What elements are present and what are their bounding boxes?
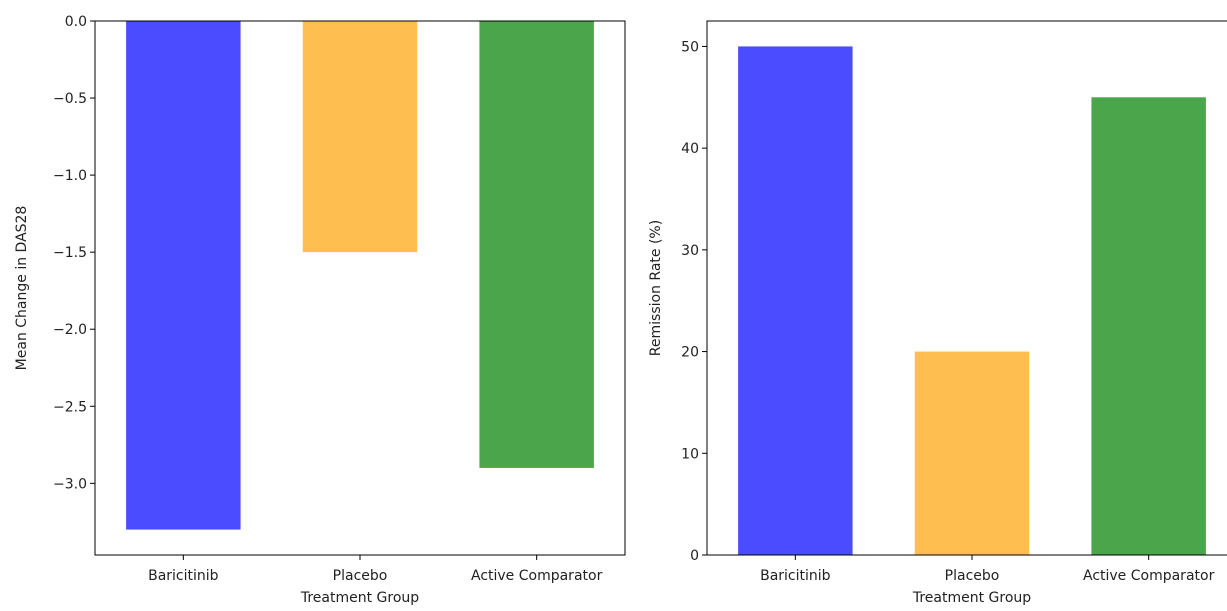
y-tick-label: −2.0	[53, 322, 87, 338]
x-tick-label: Placebo	[333, 568, 388, 584]
remission-rate-chart: 0 10 20 30 40 50 Baricitinib Placebo Active Comp…	[648, 20, 1227, 606]
x-axis-title: Treatment Group	[300, 590, 419, 606]
bar-active-comparator	[479, 21, 594, 468]
x-tick-label: Active Comparator	[1083, 568, 1215, 584]
y-tick-label: 10	[681, 446, 699, 462]
x-tick-label: Active Comparator	[471, 568, 603, 584]
bar-baricitinib	[738, 46, 853, 556]
y-tick-label: −0.5	[53, 91, 87, 107]
bar-placebo	[302, 21, 418, 253]
y-tick-label: 50	[681, 39, 699, 55]
x-tick-label: Baricitinib	[760, 568, 831, 584]
x-tick-label: Baricitinib	[148, 568, 219, 584]
y-axis-title: Mean Change in DAS28	[14, 206, 30, 371]
y-tick-label: 40	[681, 141, 699, 157]
bar-placebo	[914, 351, 1030, 555]
y-axis-title: Remission Rate (%)	[648, 220, 664, 356]
y-tick-label: 0.0	[65, 14, 87, 30]
y-tick-label: −1.5	[53, 245, 87, 261]
y-tick-label: −3.0	[53, 476, 87, 492]
y-tick-label: 0	[690, 548, 699, 564]
bar-active-comparator	[1091, 97, 1206, 556]
y-tick-label: 30	[681, 243, 699, 259]
y-tick-label: 20	[681, 345, 699, 361]
das28-change-chart: 0.0 −0.5 −1.0 −1.5 −2.0 −2.5 −3.0 Baricitinib Pl…	[14, 14, 626, 606]
x-tick-label: Placebo	[945, 568, 1000, 584]
x-axis-title: Treatment Group	[912, 590, 1031, 606]
y-tick-label: −2.5	[53, 399, 87, 415]
y-tick-label: −1.0	[53, 168, 87, 184]
bar-baricitinib	[126, 21, 241, 530]
